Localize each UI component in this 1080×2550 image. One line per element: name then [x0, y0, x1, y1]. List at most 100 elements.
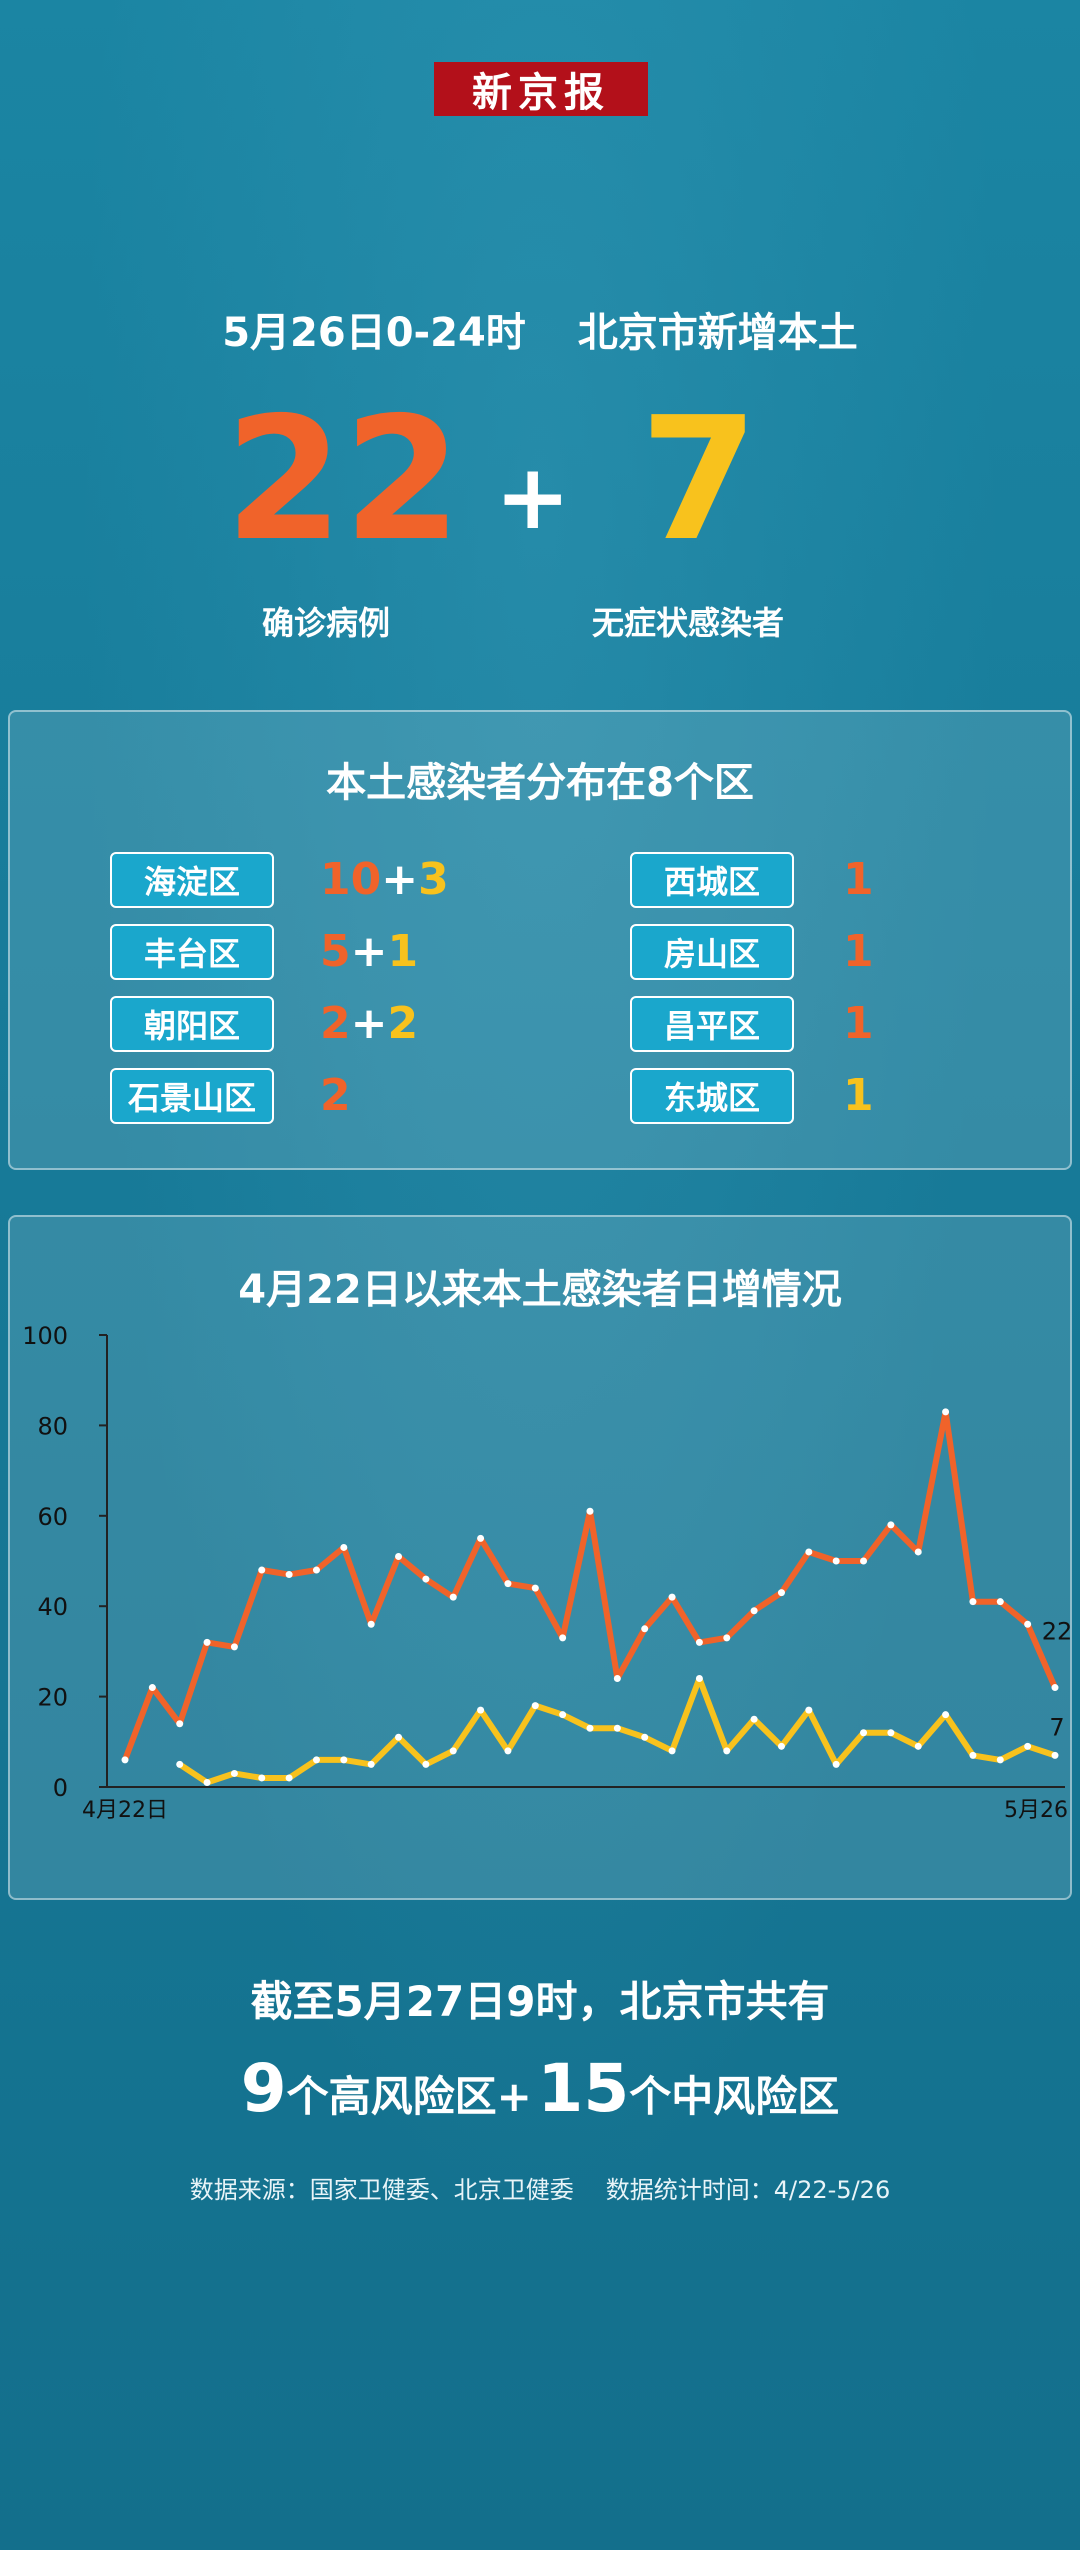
data-point-confirmed: [887, 1521, 895, 1529]
district-label-chaoyang: 朝阳区: [110, 996, 274, 1052]
district-confirmed-value: 1: [843, 926, 874, 977]
district-confirmed-value: 1: [843, 854, 874, 905]
data-point-confirmed: [805, 1548, 813, 1556]
risk-summary-line: 截至5月27日9时，北京市共有: [250, 1977, 830, 2026]
district-label-changping: 昌平区: [630, 996, 794, 1052]
data-point-asymptomatic: [1051, 1751, 1059, 1759]
data-point-confirmed: [203, 1638, 211, 1646]
asymptomatic-count: 7: [640, 381, 759, 579]
data-point-asymptomatic: [996, 1756, 1004, 1764]
data-source: 数据来源：国家卫健委、北京卫健委 数据统计时间：4/22-5/26: [0, 2170, 1080, 2205]
y-tick-label: 100: [22, 1322, 68, 1350]
end-label-confirmed: 22: [1042, 1618, 1070, 1646]
district-label-fengtai: 丰台区: [110, 924, 274, 980]
data-point-asymptomatic: [340, 1756, 348, 1764]
data-point-asymptomatic: [723, 1747, 731, 1755]
data-point-confirmed: [422, 1575, 430, 1583]
district-value-xicheng: 1: [843, 852, 874, 908]
data-point-confirmed: [340, 1543, 348, 1551]
data-point-confirmed: [230, 1643, 238, 1651]
district-label-shijingshan: 石景山区: [110, 1068, 274, 1124]
headline-date: 5月26日0-24时: [222, 310, 526, 356]
district-value-fengtai: 5+1: [320, 924, 418, 980]
data-point-confirmed: [258, 1566, 266, 1574]
district-value-haidian: 10+3: [320, 852, 449, 908]
data-point-asymptomatic: [285, 1774, 293, 1782]
data-point-asymptomatic: [504, 1747, 512, 1755]
district-label-xicheng: 西城区: [630, 852, 794, 908]
data-point-asymptomatic: [777, 1742, 785, 1750]
y-tick-label: 60: [37, 1503, 68, 1531]
data-point-confirmed: [395, 1552, 403, 1560]
data-point-confirmed: [449, 1593, 457, 1601]
data-point-confirmed: [1051, 1684, 1059, 1692]
data-source-origin: 数据来源：国家卫健委、北京卫健委: [189, 2176, 574, 2204]
y-tick-label: 80: [37, 1412, 68, 1440]
data-point-confirmed: [723, 1634, 731, 1642]
medium-risk-label: 个中风险区: [629, 2072, 840, 2121]
data-point-confirmed: [832, 1557, 840, 1565]
data-point-asymptomatic: [312, 1756, 320, 1764]
district-confirmed-value: 1: [843, 998, 874, 1049]
headline: 5月26日0-24时 北京市新增本土: [0, 300, 1080, 358]
district-value-shijingshan: 2: [320, 1068, 351, 1124]
data-point-asymptomatic: [449, 1747, 457, 1755]
data-point-confirmed: [914, 1548, 922, 1556]
data-point-confirmed: [641, 1625, 649, 1633]
data-point-confirmed: [367, 1620, 375, 1628]
data-point-asymptomatic: [258, 1774, 266, 1782]
district-confirmed-value: 2: [320, 1070, 351, 1121]
district-panel-title: 本土感染者分布在8个区: [326, 760, 754, 806]
district-label-haidian: 海淀区: [110, 852, 274, 908]
data-point-asymptomatic: [668, 1747, 676, 1755]
data-point-confirmed: [121, 1756, 129, 1764]
data-point-asymptomatic: [531, 1702, 539, 1710]
data-point-asymptomatic: [230, 1769, 238, 1777]
y-tick-label: 40: [37, 1593, 68, 1621]
data-point-asymptomatic: [805, 1706, 813, 1714]
data-point-asymptomatic: [586, 1724, 594, 1732]
data-point-confirmed: [860, 1557, 868, 1565]
district-confirmed-value: 5: [320, 926, 351, 977]
data-point-asymptomatic: [422, 1760, 430, 1768]
data-point-asymptomatic: [559, 1711, 567, 1719]
data-point-asymptomatic: [367, 1760, 375, 1768]
x-tick-label-last: 5月26日: [1004, 1798, 1070, 1823]
high-risk-count: 9: [240, 2050, 287, 2127]
data-point-confirmed: [312, 1566, 320, 1574]
district-confirmed-value: 2: [320, 998, 351, 1049]
data-point-confirmed: [942, 1408, 950, 1416]
district-asymptomatic-value: 3: [418, 854, 449, 905]
data-point-confirmed: [477, 1534, 485, 1542]
data-point-asymptomatic: [477, 1706, 485, 1714]
plus-sign: +: [495, 445, 571, 550]
chart-panel: 4月22日以来本土感染者日增情况 0 20 40 60 80 100 4月22日 5月26日 2…: [8, 1215, 1072, 1900]
data-point-confirmed: [176, 1720, 184, 1728]
district-plus: +: [350, 998, 388, 1049]
data-point-confirmed: [969, 1598, 977, 1606]
data-point-asymptomatic: [176, 1760, 184, 1768]
confirmed-label: 确诊病例: [262, 604, 391, 642]
risk-area-counts: 9个高风险区+ 15个中风险区: [0, 2050, 1080, 2127]
district-asymptomatic-value: 1: [843, 1070, 874, 1121]
district-value-dongcheng: 1: [843, 1068, 874, 1124]
district-value-chaoyang: 2+2: [320, 996, 418, 1052]
data-point-asymptomatic: [613, 1724, 621, 1732]
district-label-dongcheng: 东城区: [630, 1068, 794, 1124]
data-point-confirmed: [1024, 1620, 1032, 1628]
data-point-asymptomatic: [887, 1729, 895, 1737]
district-asymptomatic-value: 1: [387, 926, 419, 977]
data-point-asymptomatic: [750, 1715, 758, 1723]
data-point-confirmed: [668, 1593, 676, 1601]
data-point-confirmed: [504, 1580, 512, 1588]
chart-title: 4月22日以来本土感染者日增情况: [238, 1267, 842, 1313]
daily-cases-line-chart: 0 20 40 60 80 100 4月22日 5月26日 22 7: [22, 1322, 1070, 1823]
data-point-asymptomatic: [641, 1733, 649, 1741]
medium-risk-count: 15: [537, 2050, 630, 2127]
data-source-period: 数据统计时间：4/22-5/26: [605, 2176, 891, 2204]
data-point-asymptomatic: [1024, 1742, 1032, 1750]
district-value-fangshan: 1: [843, 924, 874, 980]
district-plus: +: [350, 926, 388, 977]
data-point-confirmed: [695, 1638, 703, 1646]
